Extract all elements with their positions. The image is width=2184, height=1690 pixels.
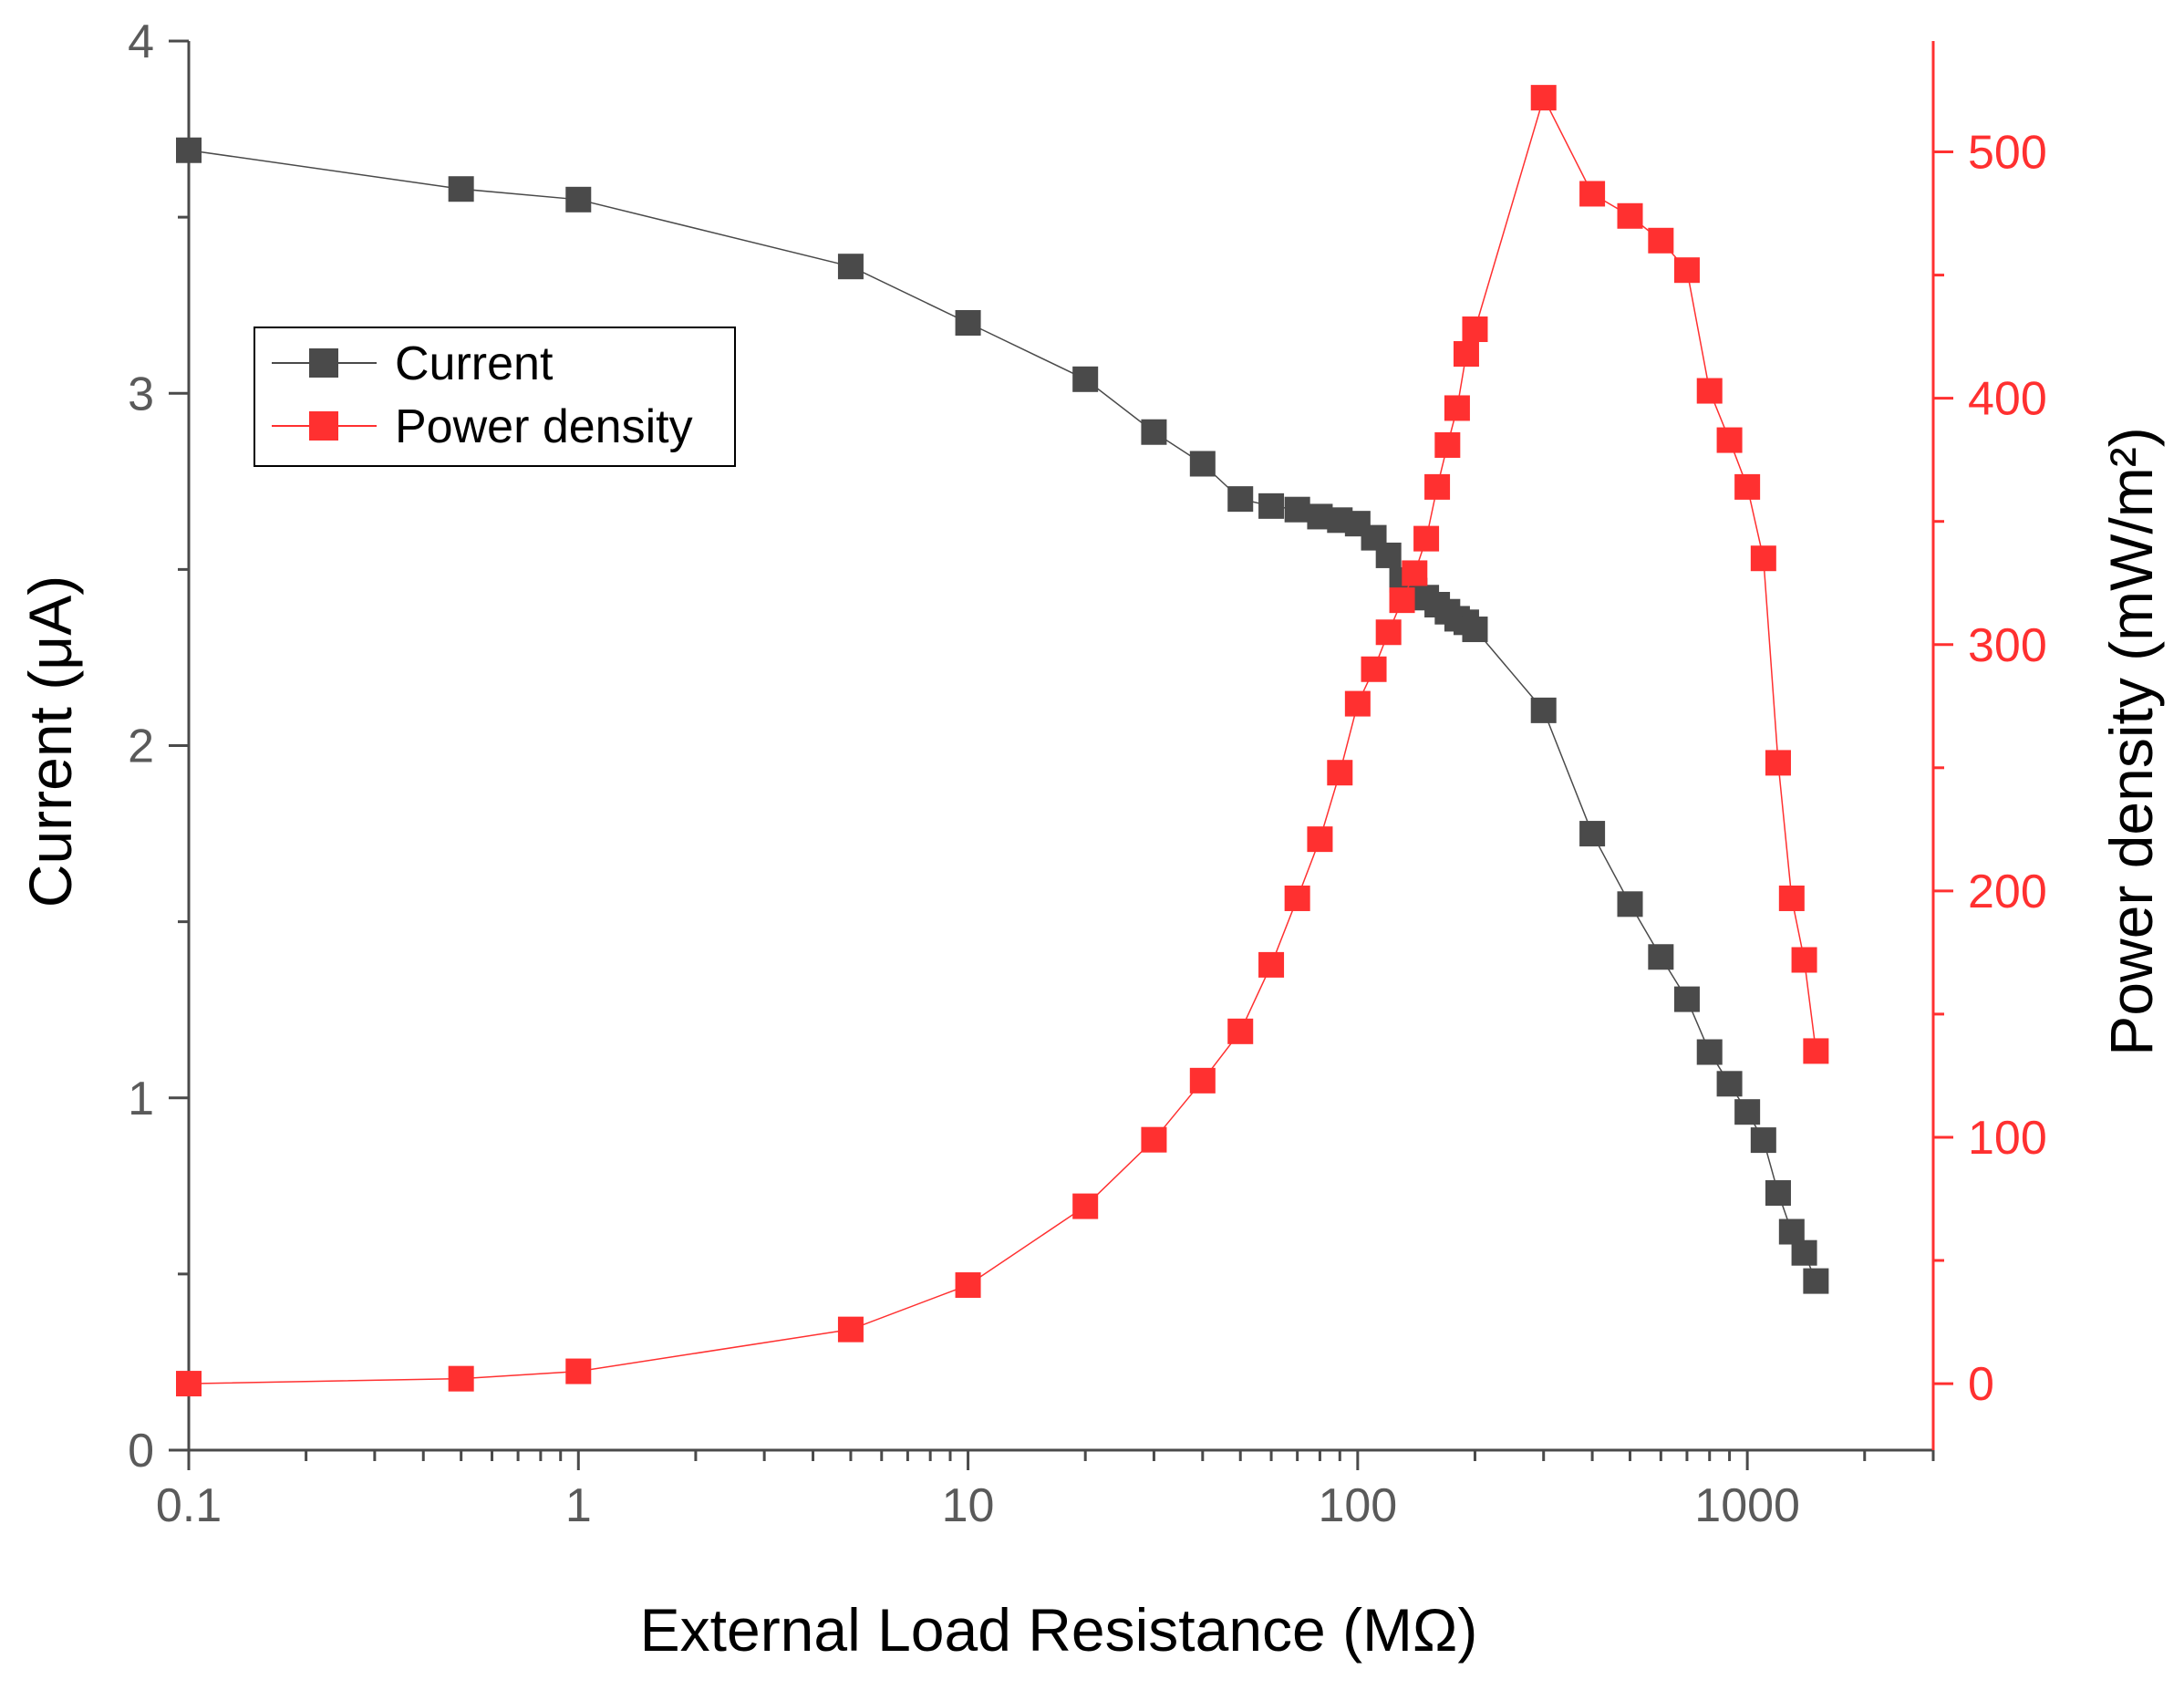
ticks-layer: 0.1 1 10 100 1000 0 1 2 3 4 0 100 200 300 400 500 bbox=[128, 16, 2047, 1532]
data-point-power-density bbox=[1258, 951, 1285, 978]
data-point-power-density bbox=[1765, 750, 1791, 776]
series-current bbox=[176, 137, 1829, 1294]
data-point-power-density bbox=[1778, 885, 1805, 911]
x-tick-label: 0.1 bbox=[156, 1479, 222, 1532]
data-point-current bbox=[1803, 1268, 1829, 1294]
series-power-density bbox=[176, 85, 1829, 1397]
data-point-power-density bbox=[1791, 947, 1817, 973]
data-point-power-density bbox=[1072, 1193, 1099, 1219]
data-point-power-density bbox=[176, 1371, 202, 1397]
y-axis-title: Current (μA) bbox=[16, 575, 84, 907]
data-point-power-density bbox=[1648, 227, 1674, 254]
data-point-power-density bbox=[1453, 341, 1479, 368]
data-point-power-density bbox=[448, 1365, 474, 1392]
data-point-power-density bbox=[1361, 656, 1387, 682]
data-point-power-density bbox=[1673, 257, 1700, 284]
data-point-power-density bbox=[1307, 826, 1333, 853]
data-point-power-density bbox=[1530, 85, 1557, 111]
data-point-current bbox=[1227, 486, 1254, 513]
y-tick-label: 0 bbox=[128, 1425, 154, 1477]
data-point-current bbox=[1072, 366, 1099, 392]
data-point-current bbox=[1462, 617, 1488, 643]
y2-tick-label: 200 bbox=[1968, 866, 2047, 918]
y2-tick-label: 0 bbox=[1968, 1358, 1994, 1411]
x-axis-title: External Load Resistance (MΩ) bbox=[640, 1596, 1478, 1664]
legend: Current Power density bbox=[254, 327, 736, 467]
data-point-power-density bbox=[1327, 760, 1353, 786]
x-tick-label: 100 bbox=[1318, 1479, 1397, 1532]
data-point-current bbox=[1258, 492, 1285, 519]
data-point-current bbox=[1284, 496, 1310, 523]
y-tick-label: 4 bbox=[128, 16, 154, 68]
series-line-current bbox=[188, 149, 1817, 1281]
legend-label-current: Current bbox=[395, 337, 554, 390]
y2-tick-label: 300 bbox=[1968, 619, 2047, 672]
data-point-power-density bbox=[1579, 181, 1606, 207]
data-point-current bbox=[1765, 1180, 1791, 1207]
data-point-power-density bbox=[1462, 316, 1488, 343]
data-point-current bbox=[1791, 1239, 1817, 1266]
data-point-current bbox=[1617, 891, 1643, 918]
data-point-current bbox=[1375, 542, 1402, 568]
data-point-current bbox=[1530, 697, 1557, 723]
x-tick-label: 10 bbox=[942, 1479, 995, 1532]
data-point-current bbox=[1750, 1127, 1776, 1154]
y-tick-label: 3 bbox=[128, 368, 154, 420]
data-point-power-density bbox=[1227, 1018, 1254, 1044]
series-line-power-density bbox=[188, 96, 1817, 1384]
data-point-current bbox=[448, 176, 474, 202]
y-tick-label: 2 bbox=[128, 721, 154, 773]
data-point-power-density bbox=[1803, 1038, 1829, 1064]
x-tick-label: 1 bbox=[565, 1479, 592, 1532]
data-point-power-density bbox=[1189, 1067, 1216, 1094]
data-point-power-density bbox=[1344, 690, 1371, 717]
y2-tick-label: 500 bbox=[1968, 127, 2047, 180]
data-point-power-density bbox=[1444, 395, 1470, 421]
data-point-current bbox=[1734, 1099, 1761, 1125]
data-point-power-density bbox=[1734, 473, 1761, 500]
data-point-power-density bbox=[1413, 525, 1440, 552]
data-point-power-density bbox=[565, 1358, 592, 1384]
data-point-power-density bbox=[1617, 202, 1643, 229]
data-point-current bbox=[1673, 986, 1700, 1012]
y2-tick-label: 100 bbox=[1968, 1112, 2047, 1165]
data-point-current bbox=[176, 137, 202, 163]
data-point-current bbox=[1189, 451, 1216, 477]
series-layer bbox=[176, 85, 1829, 1397]
data-point-power-density bbox=[1375, 619, 1402, 646]
data-point-current bbox=[955, 310, 981, 336]
x-tick-label: 1000 bbox=[1694, 1479, 1800, 1532]
data-point-power-density bbox=[837, 1316, 864, 1343]
y2-tick-label: 400 bbox=[1968, 373, 2047, 426]
data-point-power-density bbox=[955, 1272, 981, 1299]
data-point-power-density bbox=[1141, 1126, 1167, 1153]
legend-marker-current bbox=[309, 348, 338, 378]
y-tick-label: 1 bbox=[128, 1073, 154, 1125]
data-point-power-density bbox=[1402, 560, 1428, 586]
data-point-power-density bbox=[1750, 545, 1776, 572]
data-point-power-density bbox=[1434, 431, 1461, 458]
y2-axis-title: Power density (mW/m²) bbox=[2097, 427, 2165, 1055]
data-point-current bbox=[837, 254, 864, 280]
data-point-current bbox=[565, 186, 592, 213]
legend-label-power-density: Power density bbox=[395, 400, 693, 453]
data-point-power-density bbox=[1389, 587, 1415, 614]
data-point-current bbox=[1716, 1071, 1743, 1097]
data-point-current bbox=[1696, 1039, 1723, 1065]
data-point-current bbox=[1141, 419, 1167, 445]
data-point-power-density bbox=[1284, 885, 1310, 911]
legend-marker-power-density bbox=[309, 411, 338, 441]
data-point-power-density bbox=[1716, 427, 1743, 453]
data-point-power-density bbox=[1424, 473, 1451, 500]
data-point-current bbox=[1579, 821, 1606, 847]
data-point-power-density bbox=[1696, 378, 1723, 404]
data-point-current bbox=[1648, 944, 1674, 970]
